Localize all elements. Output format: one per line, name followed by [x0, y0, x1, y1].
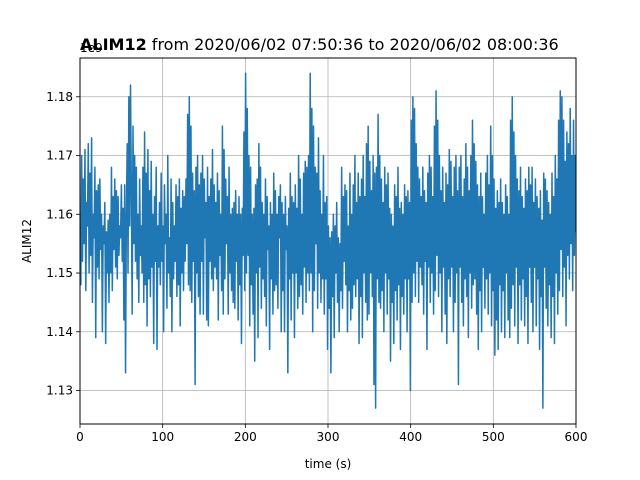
y-axis: 1.13 1.14 1.15 1.16 1.17 1.18: [46, 90, 80, 398]
x-tick-label: 0: [76, 430, 84, 444]
x-tick-label: 300: [317, 430, 340, 444]
x-axis: 0 100 200 300 400 500 600: [76, 424, 587, 444]
chart-title: ALIM12 from 2020/06/02 07:50:36 to 2020/…: [80, 35, 559, 54]
y-tick-label: 1.16: [46, 207, 73, 221]
y-tick-label: 1.13: [46, 384, 73, 398]
x-tick-label: 100: [151, 430, 174, 444]
x-tick-label: 400: [399, 430, 422, 444]
y-tick-label: 1.14: [46, 325, 73, 339]
chart-title-bold: ALIM12: [80, 35, 147, 54]
x-tick-label: 600: [565, 430, 588, 444]
x-tick-label: 500: [482, 430, 505, 444]
plot-area: [80, 72, 576, 409]
series-line: [80, 72, 576, 409]
x-tick-label: 200: [234, 430, 257, 444]
y-tick-label: 1.15: [46, 266, 73, 280]
chart-title-rest: from 2020/06/02 07:50:36 to 2020/06/02 0…: [147, 35, 559, 54]
x-axis-label: time (s): [305, 457, 352, 471]
y-tick-label: 1.18: [46, 90, 73, 104]
y-axis-label: ALIM12: [20, 219, 34, 263]
y-offset-label: 1e9: [80, 41, 103, 55]
y-tick-label: 1.17: [46, 149, 73, 163]
